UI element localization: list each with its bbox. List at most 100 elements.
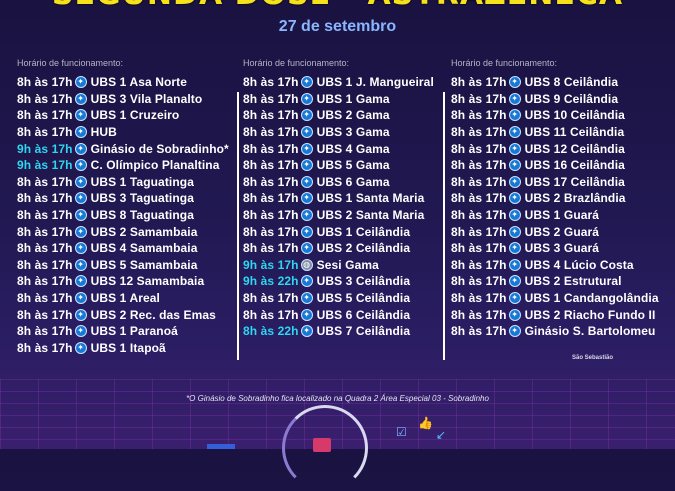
walking-person-icon: ✦ (300, 225, 313, 238)
list-item: 8h às 17h ✦ HUB (17, 124, 229, 141)
location-name: UBS 9 Ceilândia (524, 91, 619, 106)
walking-person-icon: ✦ (74, 275, 87, 288)
hours-text: 8h às 17h (451, 257, 507, 272)
location-name: UBS 1 Taguatinga (90, 174, 194, 189)
location-list: 8h às 17h ✦ UBS 1 J. Mangueiral 8h às 17h ✦ U… (243, 74, 434, 340)
hours-label: Horário de funcionamento: (243, 58, 350, 68)
location-name: UBS 4 Lúcio Costa (524, 257, 634, 272)
list-item: 8h às 17h ✦ UBS 2 Estrutural (451, 273, 659, 290)
walking-person-icon: ✦ (74, 341, 87, 354)
hours-text: 8h às 17h (17, 274, 73, 289)
hours-text: 8h às 17h (451, 224, 507, 239)
list-item: 8h às 17h ✦ UBS 12 Ceilândia (451, 140, 659, 157)
walking-person-icon: ✦ (74, 142, 87, 155)
list-item: 8h às 17h ✦ UBS 3 Vila Planalto (17, 91, 229, 108)
list-item: 8h às 17h ✦ UBS 4 Gama (243, 140, 434, 157)
location-name: UBS 6 Gama (316, 174, 390, 189)
location-name: UBS 6 Ceilândia (316, 307, 411, 322)
location-name: Ginásio S. Bartolomeu (524, 324, 656, 339)
sao-sebastiao-note: São Sebastião (571, 355, 613, 361)
walking-person-icon: ✦ (508, 242, 521, 255)
hours-text: 8h às 17h (17, 241, 73, 256)
list-item: 8h às 17h ✦ UBS 2 Guará (451, 223, 659, 240)
walking-person-icon: ✦ (508, 225, 521, 238)
hours-text: 8h às 17h (243, 174, 299, 189)
hours-label: Horário de funcionamento: (451, 58, 558, 68)
walking-person-icon: ✦ (300, 292, 313, 305)
location-name: UBS 3 Vila Planalto (90, 91, 203, 106)
walking-person-icon: ✦ (300, 76, 313, 89)
location-name: UBS 16 Ceilândia (524, 158, 625, 173)
list-item: 8h às 17h ✦ UBS 11 Ceilândia (451, 124, 659, 141)
hours-text: 8h às 17h (243, 291, 299, 306)
list-item: 8h às 17h ✦ UBS 2 Rec. das Emas (17, 306, 229, 323)
walking-person-icon: ✦ (508, 142, 521, 155)
location-name: UBS 7 Ceilândia (316, 324, 411, 339)
hours-text: 8h às 17h (243, 241, 299, 256)
walking-person-icon: ✦ (300, 142, 313, 155)
column-divider (443, 92, 445, 360)
headline: SEGUNDA DOSE - ASTRAZENECA (40, 0, 635, 10)
walking-person-icon: ✦ (300, 92, 313, 105)
list-item: 8h às 17h ✦ UBS 8 Ceilândia (451, 74, 659, 91)
hours-text: 8h às 17h (17, 191, 73, 206)
list-item: 8h às 17h ✦ UBS 2 Gama (243, 107, 434, 124)
location-name: UBS 8 Taguatinga (90, 208, 194, 223)
location-name: UBS 1 J. Mangueiral (316, 75, 434, 90)
location-name: UBS 2 Ceilândia (316, 241, 411, 256)
walking-person-icon: ✦ (74, 292, 87, 305)
walking-person-icon: ✦ (74, 126, 87, 139)
location-name: UBS 2 Guará (524, 224, 600, 239)
list-item: 8h às 17h ✦ UBS 2 Brazlândia (451, 190, 659, 207)
list-item: 8h às 17h ✦ UBS 1 Areal (17, 290, 229, 307)
hours-text: 8h às 17h (17, 75, 73, 90)
walking-person-icon: ✦ (300, 159, 313, 172)
hours-text: 8h às 17h (451, 291, 507, 306)
hours-text: 8h às 17h (451, 91, 507, 106)
walking-person-icon: ✦ (74, 209, 87, 222)
location-name: UBS 2 Santa Maria (316, 208, 425, 223)
walking-person-icon: ✦ (74, 159, 87, 172)
location-name: UBS 1 Itapoã (90, 340, 166, 355)
list-item: 8h às 17h ✦ UBS 6 Ceilândia (243, 306, 434, 323)
list-item: 8h às 17h ✦ UBS 9 Ceilândia (451, 91, 659, 108)
walking-person-icon: ✦ (508, 109, 521, 122)
walking-person-icon: ✦ (74, 325, 87, 338)
walking-person-icon: ✦ (300, 325, 313, 338)
location-name: Ginásio de Sobradinho* (90, 141, 229, 156)
list-item: 8h às 22h ✦ UBS 7 Ceilândia (243, 323, 434, 340)
hours-text: 8h às 17h (243, 158, 299, 173)
hours-text: 8h às 17h (451, 241, 507, 256)
location-name: UBS 1 Paranoá (90, 324, 178, 339)
list-item: 8h às 17h ✦ UBS 3 Taguatinga (17, 190, 229, 207)
walking-person-icon: ✦ (74, 76, 87, 89)
walking-person-icon: ✦ (508, 76, 521, 89)
hours-text: 8h às 17h (243, 307, 299, 322)
hours-text: 8h às 17h (243, 91, 299, 106)
hours-text: 8h às 17h (243, 208, 299, 223)
location-name: UBS 4 Gama (316, 141, 390, 156)
walking-person-icon: ✦ (300, 109, 313, 122)
location-name: Sesi Gama (316, 257, 379, 272)
location-name: UBS 1 Ceilândia (316, 224, 411, 239)
location-name: UBS 1 Candangolândia (524, 291, 659, 306)
hours-text: 9h às 17h (17, 141, 73, 156)
walking-person-icon: ✦ (74, 242, 87, 255)
location-name: UBS 11 Ceilândia (524, 125, 625, 140)
list-item: 9h às 17h ◍ Sesi Gama (243, 257, 434, 274)
list-item: 8h às 17h ✦ UBS 16 Ceilândia (451, 157, 659, 174)
thumbs-up-icon: 👍 (418, 416, 433, 430)
walking-person-icon: ✦ (508, 192, 521, 205)
location-name: UBS 4 Samambaia (90, 241, 198, 256)
hours-text: 9h às 17h (17, 158, 73, 173)
location-name: UBS 2 Estrutural (524, 274, 622, 289)
list-item: 8h às 17h ✦ UBS 5 Ceilândia (243, 290, 434, 307)
walking-person-icon: ✦ (508, 126, 521, 139)
list-item: 8h às 17h ✦ UBS 1 J. Mangueiral (243, 74, 434, 91)
walking-person-icon: ✦ (300, 209, 313, 222)
list-item: 8h às 17h ✦ Ginásio S. Bartolomeu (451, 323, 659, 340)
checkbox-icon: ☑ (396, 425, 407, 439)
hours-text: 8h às 17h (451, 324, 507, 339)
walking-person-icon: ✦ (74, 258, 87, 271)
column-divider (237, 92, 239, 360)
